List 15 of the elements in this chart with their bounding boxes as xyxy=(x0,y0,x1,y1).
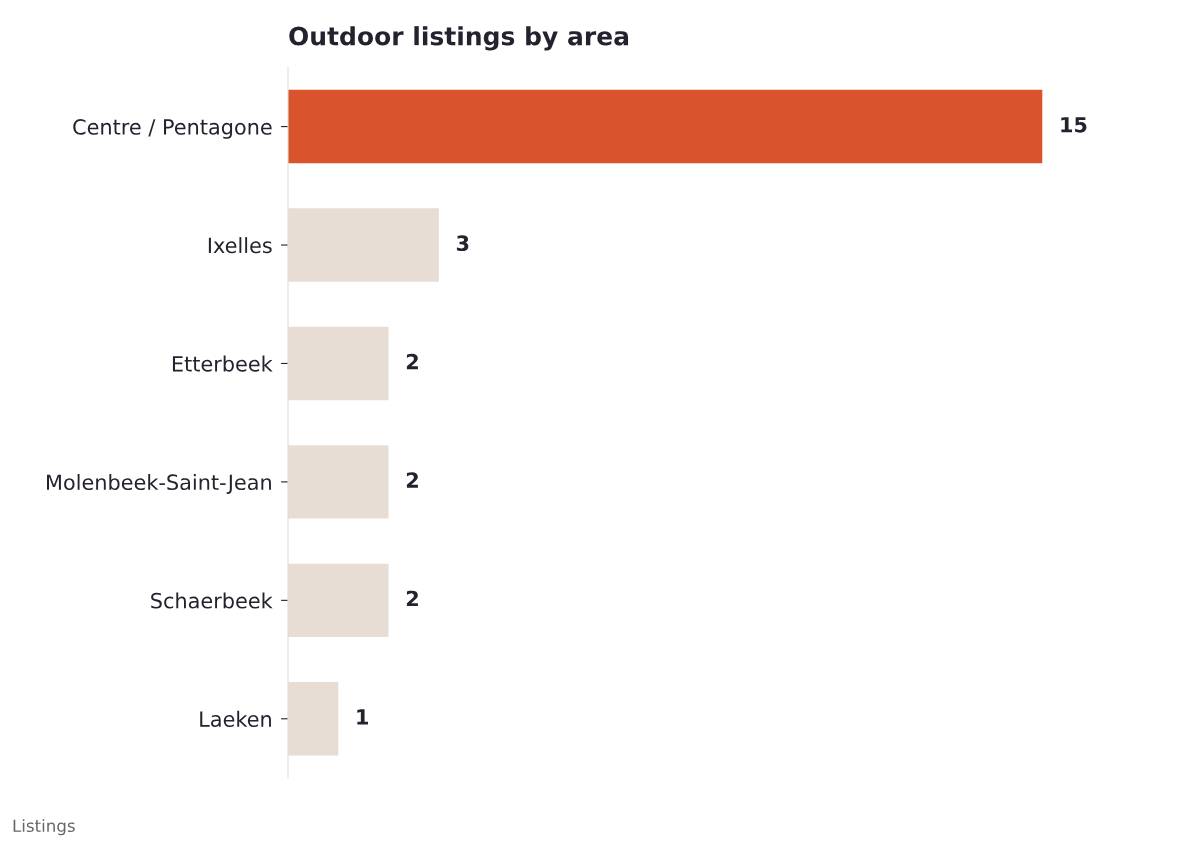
chart-title: Outdoor listings by area xyxy=(289,26,629,51)
data-label: 3 xyxy=(456,235,469,252)
data-label: 2 xyxy=(406,590,418,607)
y-tick-label: Schaerbeek xyxy=(151,592,273,609)
data-label: 2 xyxy=(406,353,418,370)
bar xyxy=(288,89,1043,164)
y-tick-label: Centre / Pentagone xyxy=(73,119,272,139)
data-label: 1 xyxy=(357,709,369,725)
y-tick-label: Molenbeek-Saint-Jean xyxy=(47,473,271,494)
text: Listings xyxy=(13,819,75,836)
data-label: 2 xyxy=(406,472,418,488)
y-tick-label: Laeken xyxy=(200,710,271,727)
y-tick-label: Ixelles xyxy=(208,237,272,254)
y-tick-label: Etterbeek xyxy=(172,355,273,372)
data-label: 15 xyxy=(1061,117,1087,133)
